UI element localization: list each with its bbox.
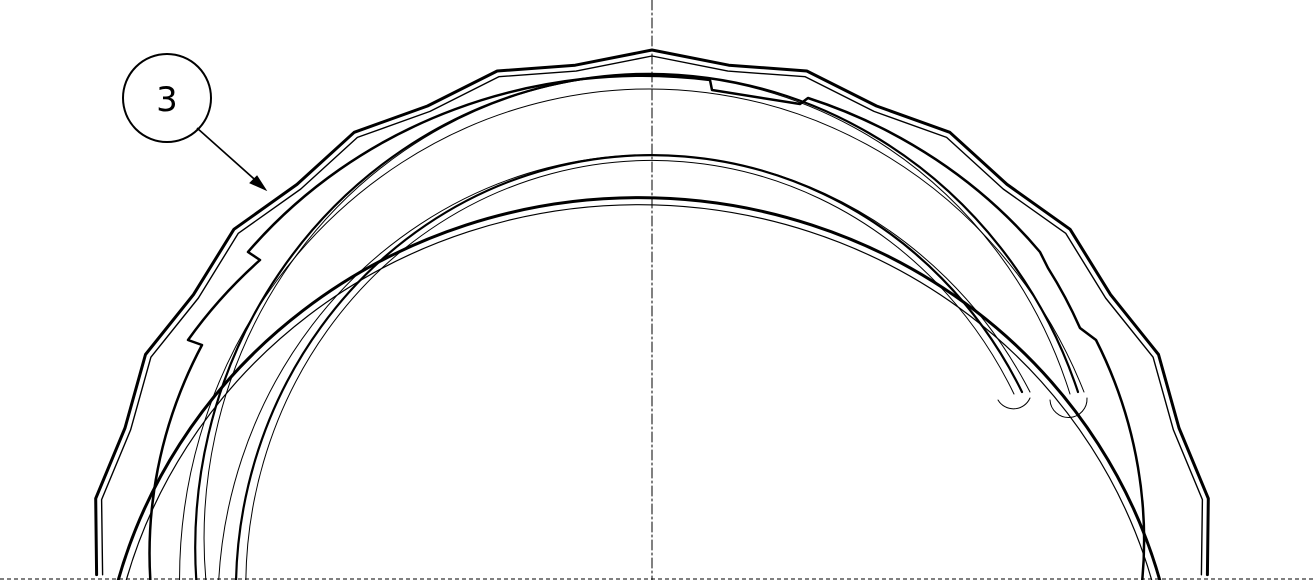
groove-2 (194, 72, 1080, 580)
callout: 3 (122, 53, 268, 192)
callout-number: 3 (156, 80, 178, 120)
callout-bubble (122, 53, 212, 143)
leader-arrowhead (249, 175, 268, 192)
groove-3 (203, 74, 1071, 580)
groove-6 (245, 159, 1015, 580)
leader-line (196, 127, 263, 187)
groove-5 (234, 154, 1024, 580)
groove-end-left (997, 397, 1031, 410)
groove-1 (179, 88, 1085, 580)
groove-4 (218, 154, 1031, 580)
inner-stepped-ring (148, 74, 1146, 580)
groove-end-right (1049, 397, 1088, 419)
outer-ring-inner-arc (125, 204, 1153, 580)
outer-ring-arc (116, 196, 1162, 580)
